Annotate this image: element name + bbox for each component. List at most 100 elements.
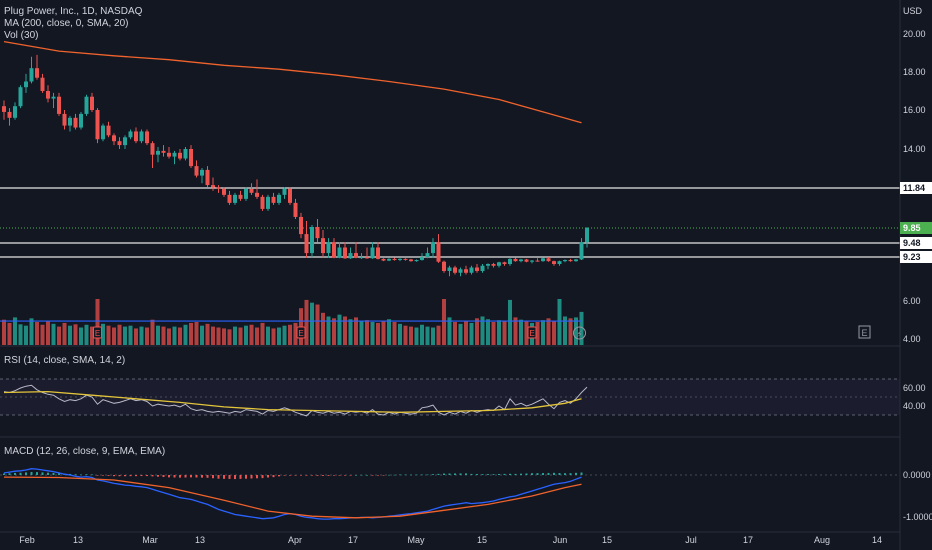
candle-body — [227, 194, 232, 203]
volume-bar — [563, 316, 567, 345]
macd-legend[interactable]: MACD (12, 26, close, 9, EMA, EMA) — [4, 446, 166, 457]
ma-legend[interactable]: MA (200, close, 0, SMA, 20) — [4, 18, 129, 29]
candle-body — [167, 152, 171, 157]
events-marker — [858, 325, 871, 339]
level-label: 11.84 — [903, 183, 925, 193]
volume-bar — [425, 326, 430, 345]
macd-histogram-bar — [580, 472, 583, 475]
volume-bar — [326, 316, 331, 345]
candle-body — [51, 96, 56, 99]
macd-histogram-bar — [388, 474, 390, 476]
candle-body — [365, 257, 369, 259]
volume-bar — [117, 324, 122, 345]
macd-histogram-bar — [256, 475, 258, 479]
macd-histogram-bar — [223, 475, 225, 479]
volume-bar — [431, 327, 435, 345]
candle-body — [557, 261, 562, 264]
volume-bar — [282, 325, 287, 345]
candle-body — [546, 258, 551, 262]
macd-histogram-bar — [426, 474, 429, 476]
volume-bar — [194, 322, 199, 345]
macd-pane[interactable] — [0, 468, 900, 520]
volume-bar — [266, 326, 270, 345]
volume-bar — [420, 324, 424, 345]
macd-histogram-bar — [448, 473, 451, 475]
volume-bar — [535, 322, 540, 345]
macd-histogram-bar — [283, 475, 286, 476]
volume-bar — [381, 321, 386, 345]
volume-bar — [101, 323, 105, 345]
candle-body — [233, 194, 237, 203]
candle-body — [7, 111, 12, 118]
rsi-legend[interactable]: RSI (14, close, SMA, 14, 2) — [4, 355, 126, 366]
macd-histogram-bar — [140, 475, 143, 477]
candle-body — [431, 242, 435, 254]
candle-body — [29, 68, 34, 82]
x-tick-label: Apr — [288, 535, 302, 545]
candle-body — [222, 188, 226, 195]
volume-bar — [508, 299, 512, 345]
volume-bar — [321, 312, 325, 345]
candle-body — [249, 188, 254, 193]
volume-bar — [546, 318, 551, 345]
volume-bar — [376, 322, 380, 345]
earnings-marker-label: E — [298, 329, 303, 338]
volume-bar — [183, 324, 188, 345]
macd-histogram-bar — [272, 475, 275, 478]
macd-histogram-bar — [217, 475, 220, 479]
volume-bar — [574, 317, 578, 345]
macd-histogram-bar — [382, 475, 385, 476]
volume-bar — [40, 324, 45, 345]
volume-bar — [95, 299, 100, 345]
candle-body — [101, 125, 105, 140]
volume-bar — [167, 328, 171, 345]
volume-bar — [579, 311, 584, 345]
earnings-marker — [93, 326, 102, 339]
candle-body — [409, 259, 413, 262]
macd-histogram-bar — [305, 475, 308, 476]
rsi-pane[interactable] — [0, 378, 900, 417]
level-label-bg — [900, 182, 932, 194]
candle-body — [447, 267, 452, 271]
macd-histogram-bar — [41, 472, 44, 475]
macd-histogram-bar — [250, 475, 253, 479]
volume-bar — [453, 322, 457, 345]
volume-bar — [238, 327, 243, 345]
candle-body — [150, 143, 155, 155]
x-tick-label: Aug — [814, 535, 830, 545]
volume-bar — [46, 321, 50, 345]
candle-body — [359, 257, 364, 259]
volume-bar — [123, 326, 127, 345]
macd-histogram-bar — [135, 475, 137, 477]
macd-histogram-bar — [371, 475, 374, 476]
candle-body — [128, 131, 133, 138]
vol-legend[interactable]: Vol (30) — [4, 30, 39, 41]
macd-histogram-bar — [146, 475, 148, 477]
volume-bar — [343, 316, 347, 345]
candle-body — [178, 152, 182, 159]
macd-histogram-bar — [536, 473, 539, 475]
candle-body — [343, 247, 347, 259]
macd-tick-label: 0.0000 — [903, 470, 931, 480]
macd-histogram-bar — [85, 474, 88, 475]
volume-bar — [332, 318, 336, 345]
x-tick-label: May — [407, 535, 425, 545]
level-label-bg — [900, 237, 932, 249]
macd-histogram-bar — [228, 475, 231, 479]
price-tick-label: 6.00 — [903, 296, 921, 306]
volume-bar — [469, 322, 474, 345]
price-pane[interactable] — [0, 40, 900, 277]
candle-body — [392, 258, 397, 261]
candle-body — [304, 234, 309, 254]
volume-bar — [552, 321, 556, 345]
candle-body — [370, 247, 375, 259]
macd-histogram-bar — [212, 475, 214, 479]
volume-bar — [2, 319, 6, 345]
candle-body — [563, 260, 567, 262]
price-tick-label: 16.00 — [903, 105, 926, 115]
candle-body — [574, 259, 578, 262]
symbol-title[interactable]: Plug Power, Inc., 1D, NASDAQ — [4, 6, 143, 17]
volume-bar — [310, 302, 314, 345]
macd-histogram-bar — [58, 473, 60, 475]
